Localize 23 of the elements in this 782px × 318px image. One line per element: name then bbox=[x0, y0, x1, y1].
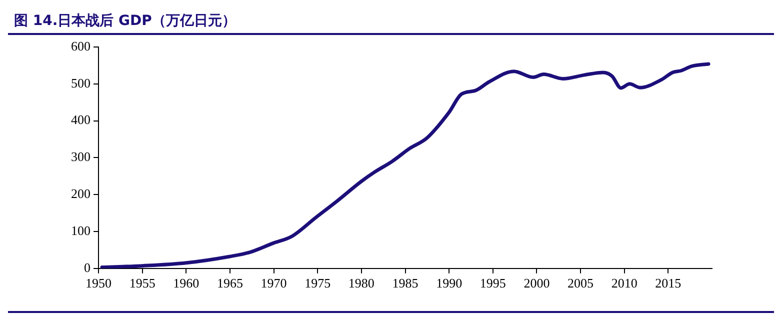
y-tick-label: 400 bbox=[71, 112, 90, 128]
x-tick-label: 2010 bbox=[611, 276, 638, 291]
x-tick-label: 2000 bbox=[524, 276, 550, 291]
x-tick-label: 1950 bbox=[86, 276, 112, 291]
y-tick-label: 500 bbox=[71, 75, 90, 90]
y-tick-label: 300 bbox=[71, 149, 90, 164]
y-tick-label: 100 bbox=[71, 222, 90, 238]
x-tick-label: 1980 bbox=[348, 276, 374, 291]
y-tick-label: 0 bbox=[84, 260, 90, 275]
y-tick-label: 200 bbox=[71, 186, 90, 202]
x-tick-label: 1970 bbox=[260, 276, 287, 291]
y-tick-label: 600 bbox=[71, 38, 90, 54]
x-tick-label: 1960 bbox=[173, 276, 200, 291]
x-tick-label: 1990 bbox=[436, 276, 462, 291]
x-tick-label: 2015 bbox=[655, 276, 682, 291]
x-tick-label: 1955 bbox=[129, 276, 156, 291]
x-tick-label: 1975 bbox=[304, 276, 331, 291]
x-tick-label: 1965 bbox=[216, 276, 243, 291]
chart-title: 图 14.日本战后 GDP（万亿日元） bbox=[13, 12, 237, 31]
x-tick-label: 1985 bbox=[392, 276, 418, 291]
x-tick-label: 2005 bbox=[568, 276, 594, 291]
line-series bbox=[100, 62, 710, 268]
x-tick-label: 1995 bbox=[480, 276, 506, 291]
